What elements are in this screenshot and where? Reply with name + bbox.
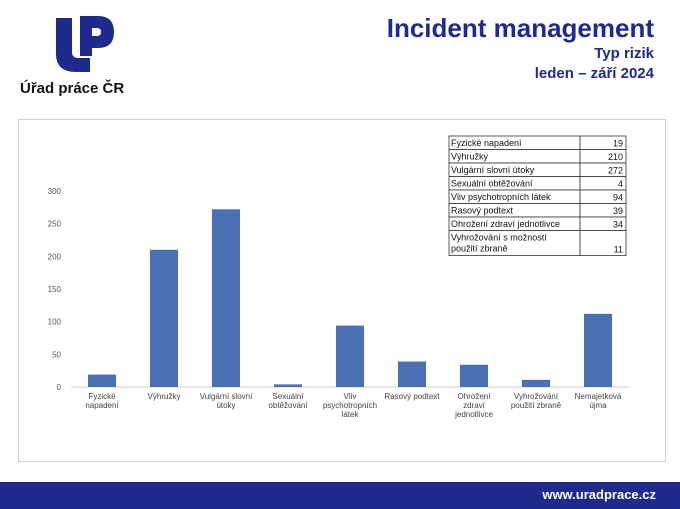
table-label: Vulgární slovní útoky (451, 165, 535, 175)
table-value-cell (579, 230, 627, 256)
bar (150, 249, 178, 387)
footer-url[interactable]: www.uradprace.cz (542, 487, 656, 502)
up-logo-mark (56, 16, 114, 72)
bar (460, 364, 488, 387)
table-label: Sexuální obtěžování (451, 179, 533, 189)
x-tick-label: Vliv (344, 392, 357, 401)
bar (336, 325, 364, 387)
y-tick-label: 250 (48, 220, 62, 229)
x-tick-label: použití zbraně (511, 401, 562, 410)
x-tick-label: Ohrožení (458, 392, 492, 401)
x-tick-label: zdraví (463, 401, 486, 410)
y-tick-label: 300 (48, 187, 62, 196)
page-title: Incident management (386, 13, 654, 43)
x-tick-label: újma (589, 401, 607, 410)
bar (522, 379, 550, 387)
x-tick-label: Vyhrožování (514, 392, 559, 401)
x-tick-label: napadení (85, 401, 119, 410)
y-tick-label: 100 (48, 318, 62, 327)
table-value: 39 (613, 206, 623, 216)
table-value: 210 (608, 152, 623, 162)
x-tick-label: Rasový podtext (384, 392, 440, 401)
title-block: Incident management Typ rizik leden – zá… (387, 12, 654, 84)
table-value: 94 (613, 193, 623, 203)
x-tick-label: psychotropních (323, 401, 377, 410)
x-tick-label: Výhružky (148, 392, 181, 401)
bar (88, 374, 116, 387)
x-tick-label: jednotlivce (454, 410, 493, 419)
y-tick-label: 200 (48, 252, 62, 261)
table-label-cell (448, 230, 581, 256)
x-tick-label: Sexuální (272, 392, 304, 401)
y-tick-label: 0 (57, 383, 62, 392)
table-label: použití zbraně (451, 244, 508, 254)
table-value: 19 (613, 139, 623, 149)
x-tick-label: obtěžování (268, 401, 308, 410)
table-value: 34 (613, 220, 623, 230)
x-tick-label: útoky (216, 401, 235, 410)
x-tick-label: Fyzické (88, 392, 116, 401)
x-tick-label: látek (342, 410, 360, 419)
footer-bar: www.uradprace.cz (0, 482, 680, 509)
org-name: Úřad práce ČR (20, 80, 125, 97)
logo (28, 10, 138, 100)
y-tick-label: 50 (52, 350, 61, 359)
table-value: 272 (608, 166, 623, 176)
x-tick-label: Vulgární slovní (200, 392, 253, 401)
page-period: leden – září 2024 (534, 65, 654, 82)
table-value: 4 (618, 179, 623, 189)
x-tick-label: Nemajetková (575, 392, 622, 401)
y-tick-label: 150 (48, 285, 62, 294)
table-value: 11 (614, 245, 623, 255)
page-subtitle: Typ rizik (594, 45, 654, 62)
bar (274, 384, 302, 387)
table-label: Vyhrožování s možností (451, 233, 547, 243)
bar (212, 209, 240, 387)
chart-panel: 0 50 100 150 200 250 300 Fyzické napadení Výhružk… (18, 119, 666, 462)
table-label: Fyzické napadení (451, 138, 522, 148)
table-label: Výhružky (451, 152, 489, 162)
bar (398, 361, 426, 387)
table-label: Ohrožení zdraví jednotlivce (451, 219, 560, 229)
table-label: Rasový podtext (451, 206, 514, 216)
bar (584, 313, 612, 387)
table-label: Vliv psychotropních látek (451, 192, 551, 202)
